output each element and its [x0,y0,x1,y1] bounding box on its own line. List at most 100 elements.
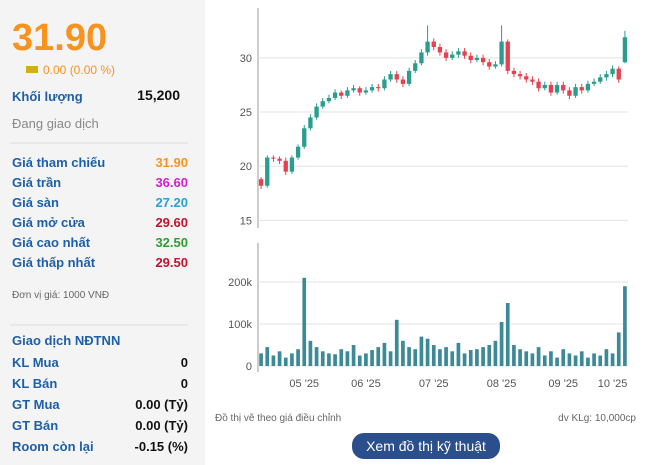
candle-body [406,70,412,84]
price-label: Giá thấp nhất [12,255,96,270]
candle-body [530,79,535,82]
candle-body [561,84,566,91]
y-tick-label: 25 [240,107,252,119]
candle-body [542,84,547,89]
candle-body [517,74,523,77]
candle-body [456,51,461,55]
volume: 15,200 [137,87,180,103]
candle-body [616,68,621,80]
volume-bar [456,342,461,366]
button-label[interactable]: Xem đồ thị kỹ thuật [366,438,486,454]
foreign-value: 0 [181,355,188,370]
candle-body [462,51,467,56]
candle-body [388,74,393,80]
candle-body [283,160,288,172]
foreign-label: GT Bán [12,418,58,433]
volume-bar [549,351,553,366]
volume-bar [425,338,430,366]
volume-bar [351,345,356,366]
x-tick-label: 09 '25 [548,378,578,390]
volume-bar [487,345,492,366]
change-icon [26,66,38,73]
button[interactable] [352,433,500,459]
candle-body [413,63,418,71]
x-tick-label: 06 '25 [351,378,381,390]
price-value: 27.20 [155,195,188,210]
volume-bar [370,350,374,366]
candle-body [369,87,375,91]
volume-bar [419,336,424,366]
status: Đang giao dịch [12,116,99,131]
foreign-value: -0.15 (%) [135,439,188,454]
foreign-label: KL Mua [12,355,59,370]
volume-bar [505,303,510,366]
candle-body [289,157,295,172]
candle-body [591,81,597,84]
x-tick-label: 08 '25 [487,378,517,390]
y-tick-label: 0 [246,361,252,373]
volume-bar [512,345,516,366]
foreign-value: 0.00 (Tỷ) [135,397,188,412]
candle-body [437,47,443,53]
x-tick-label: 10 '25 [598,378,628,390]
foreign-label: Room còn lại [12,439,94,454]
candle-body [505,41,510,71]
price: 31.90 [12,17,107,59]
candle-body [511,70,517,75]
candle-body [339,92,344,96]
volume-bar [438,349,442,366]
volume-bar [407,347,411,366]
volume-bar [302,277,307,366]
volume-bar [604,349,609,366]
volume-bar [536,347,541,366]
volume-bar [283,357,288,366]
unit: Đơn vị giá: 1000 VNĐ [12,290,109,301]
candle-body [604,74,609,78]
candle-body [524,76,529,80]
price-value: 32.50 [155,235,188,250]
volume-bar [450,351,455,366]
candle-body [443,52,449,58]
volume-bar [462,353,467,366]
volume-bar [277,351,282,366]
sidebar [0,0,205,465]
price-value: 29.60 [155,215,188,230]
volume-bar [598,355,603,366]
candle-body [332,92,338,98]
volume-bar [401,340,405,366]
candle-body [382,79,387,89]
volume-bar [314,347,319,366]
volume-bar [388,351,393,366]
y-tick-label: 15 [240,215,252,227]
volume-bar [555,357,559,366]
candle-body [302,128,307,147]
volume-bar [616,332,621,366]
volume-label: Khối lượng [12,89,83,104]
candle-body [400,79,406,84]
candle-body [548,84,554,93]
volume-bar [333,354,337,366]
volume-bar [573,355,578,366]
volume-bar [542,355,547,366]
candle-body [357,88,362,93]
candle-body [579,87,584,91]
volume-bar [499,321,504,366]
candle-body [419,52,424,64]
volume-bar [623,286,627,366]
volume-bar [481,347,485,366]
volume-bar [345,351,350,366]
volume-bar [327,353,331,366]
volume-bar [586,357,590,366]
y-tick-label: 20 [240,161,252,173]
volume-bar [265,347,270,366]
volume-bar [382,342,387,366]
price-value: 36.60 [155,175,188,190]
volume-bar [567,353,572,366]
candle-body [258,179,264,186]
candle-body [277,158,282,161]
volume-bar [518,349,522,366]
foreign-label: GT Mua [12,397,60,412]
volume-bar [394,319,399,366]
volume-bar [376,347,381,366]
